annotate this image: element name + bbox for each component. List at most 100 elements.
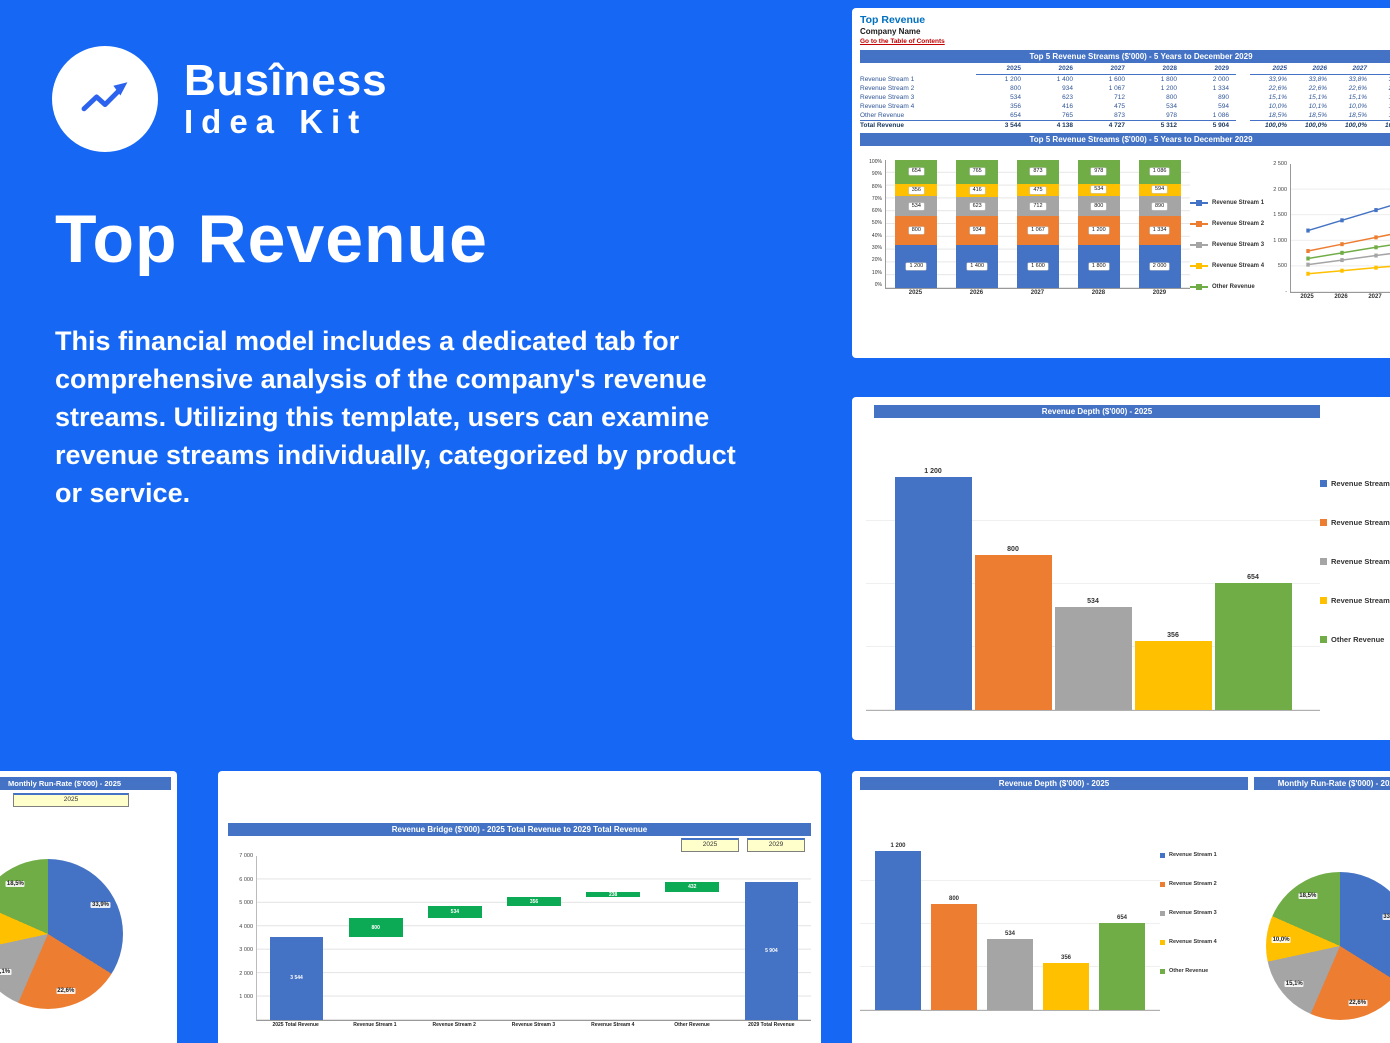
legend-label: Revenue Stream 2 — [1169, 881, 1217, 887]
waterfall-bar: 432 — [665, 881, 720, 892]
y-tick: 6 000 — [239, 876, 253, 883]
bar — [1043, 962, 1089, 1010]
bar-segment: 2 000 — [1138, 244, 1181, 288]
y-tick: 7 000 — [239, 853, 253, 859]
y-tick: 2 000 — [1273, 186, 1288, 193]
table-gap — [1236, 84, 1250, 93]
value-cell: 623 — [1062, 94, 1073, 101]
pct-cell: 22,6% — [1308, 85, 1327, 92]
y-tick: - — [1285, 289, 1288, 295]
bar-segment: 890 — [1138, 196, 1181, 216]
legend-item: Revenue Stream 3 — [1190, 242, 1264, 248]
value-cell: 356 — [1010, 103, 1021, 110]
stacked-bar-chart: 100% 90% 80% 70% 60% 50% 40% 30% 20% 10% 0% 654 356 5… — [860, 160, 1190, 322]
bar — [1214, 583, 1292, 710]
pie-label: 33,9% — [1382, 914, 1390, 921]
y-tick: 10% — [871, 269, 882, 276]
legend-item: Revenue Stream 1 — [1190, 200, 1264, 206]
y-tick: 1 500 — [1273, 212, 1288, 219]
x-label: 2026 — [1334, 294, 1348, 300]
bar — [1134, 641, 1212, 710]
x-label: Revenue Stream 1 — [353, 1022, 397, 1028]
x-label: Revenue Stream 4 — [591, 1022, 635, 1028]
depth-and-run-rate-card: Revenue Depth ($'000) - 2025 Monthly Run… — [852, 771, 1390, 1043]
y-tick: 40% — [871, 232, 882, 239]
legend-item: Revenue Stream 2 — [1190, 221, 1264, 227]
year-input-cell[interactable]: 2025 — [13, 793, 129, 807]
segment-label: 1 200 — [906, 262, 927, 270]
run-rate-title-bar-2: Monthly Run-Rate ($'000) - 2025 — [1254, 777, 1390, 790]
x-label: Revenue Stream 2 — [432, 1022, 476, 1028]
pct-cell: 22,6% — [1370, 84, 1390, 93]
bar-segment: 873 — [1016, 160, 1059, 184]
bar-value-label: 654 — [1247, 574, 1259, 582]
y-tick: 90% — [871, 171, 882, 178]
y-tick: 20% — [871, 257, 882, 264]
plot-area: 3 544 800 534 356 238 432 5 904 — [256, 856, 811, 1021]
segment-label: 1 334 — [1149, 226, 1170, 234]
run-rate-title-bar: Monthly Run-Rate ($'000) - 2025 — [0, 777, 171, 790]
value-cell: 1 200 — [1160, 85, 1177, 92]
year-to-cell[interactable]: 2029 — [747, 838, 805, 852]
bar-column: 1 200 — [893, 458, 973, 710]
bar-column: 800 — [973, 458, 1053, 710]
segment-label: 890 — [1152, 202, 1168, 210]
stacked-column: 1 086 594 890 1 334 2 000 — [1138, 160, 1181, 288]
pie-label: 22,6% — [56, 988, 76, 995]
bar-column: 534 — [1053, 458, 1133, 710]
sheet-title: Top Revenue — [860, 14, 926, 26]
y-tick: 5 000 — [239, 900, 253, 907]
segment-label: 534 — [908, 202, 924, 210]
value-cell: 475 — [1114, 103, 1125, 110]
bar-value-label: 5 904 — [765, 947, 778, 954]
legend-line-marker — [1190, 242, 1208, 248]
page-title: Top Revenue — [55, 201, 488, 277]
pie: 33,9% 22,6% 15,1% 10,0% 18,5% — [1266, 872, 1390, 1020]
year-from-cell[interactable]: 2025 — [681, 838, 739, 852]
x-label: 2025 — [908, 290, 923, 296]
total-label: Total Revenue — [860, 120, 976, 130]
value-cell: 1 600 — [1108, 76, 1125, 83]
legend-label: Other Revenue — [1331, 635, 1385, 644]
segment-label: 594 — [1152, 186, 1168, 194]
total-pct-cell: 100,0% — [1250, 120, 1290, 130]
x-label: 2026 — [969, 290, 984, 296]
depth-bar-chart: 1 200 800 534 356 654 — [866, 458, 1320, 711]
depth-title-bar: Revenue Depth ($'000) - 2025 — [874, 405, 1320, 418]
bar-value-label: 654 — [1116, 915, 1127, 922]
value-cell: 416 — [1062, 103, 1073, 110]
pie-label: 22,6% — [1348, 999, 1368, 1006]
total-pct-cell: 100,0% — [1330, 120, 1370, 130]
bar — [894, 477, 972, 710]
legend-item: Revenue Stream 4 — [1160, 939, 1260, 945]
y-tick: 0% — [874, 281, 882, 288]
legend-label: Revenue Stream 4 — [1331, 596, 1390, 605]
segment-label: 934 — [969, 226, 985, 234]
bar-segment: 1 067 — [1016, 215, 1059, 245]
legend-square-marker — [1320, 597, 1327, 604]
legend-item: Revenue Stream 4 — [1190, 263, 1264, 269]
legend-label: Revenue Stream 1 — [1169, 852, 1217, 858]
stacked-chart-legend: Revenue Stream 1 Revenue Stream 2 Revenue … — [1190, 160, 1264, 322]
pct-cell: 33,8% — [1308, 76, 1327, 83]
pct-cell: 18,5% — [1308, 112, 1327, 119]
bar-segment: 1 600 — [1016, 244, 1059, 288]
toc-link[interactable]: Go to the Table of Contents — [860, 38, 945, 45]
legend-label: Revenue Stream 3 — [1169, 910, 1217, 916]
bar-value-label: 432 — [688, 883, 697, 890]
revenue-table: 202520262027202820292025202620272028Reve… — [860, 64, 1390, 130]
value-cell: 1 067 — [1108, 85, 1125, 92]
x-label: Other Revenue — [674, 1022, 710, 1028]
y-tick: 2 500 — [1273, 161, 1288, 167]
legend-item: Other Revenue — [1160, 968, 1260, 974]
bar-segment: 1 800 — [1077, 244, 1120, 288]
segment-label: 2 000 — [1149, 262, 1170, 270]
bridge-year-cells: 2025 2029 — [228, 838, 805, 852]
y-tick: 30% — [871, 245, 882, 252]
value-cell: 654 — [1010, 112, 1021, 119]
segment-label: 416 — [969, 186, 985, 194]
plot-area: 1 200 800 534 356 654 — [860, 838, 1160, 1011]
y-tick: 80% — [871, 183, 882, 190]
pct-cell: 15,1% — [1348, 94, 1367, 101]
sheet-blank-rows — [228, 777, 811, 823]
